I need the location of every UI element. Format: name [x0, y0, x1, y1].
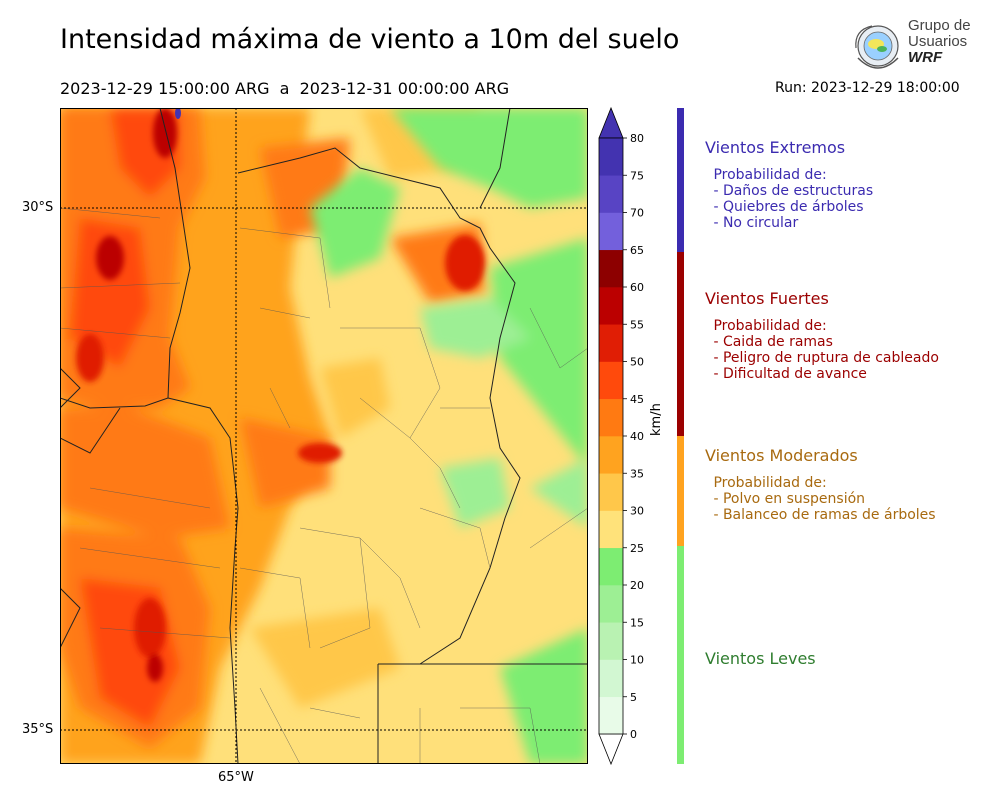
colorbar-tick-label: 45	[630, 393, 644, 406]
colorbar-band	[599, 436, 623, 474]
wind-map	[60, 108, 588, 764]
colorbar-tick-label: 60	[630, 281, 644, 294]
colorbar-band	[599, 473, 623, 511]
run-label: Run: 2023-12-29 18:00:00	[775, 80, 960, 96]
category-title: Vientos Extremos	[705, 138, 846, 157]
colorbar-band	[599, 696, 623, 735]
page-title: Intensidad máxima de viento a 10m del su…	[60, 24, 680, 55]
province-boundaries	[60, 108, 588, 764]
colorbar-tick-label: 15	[630, 616, 644, 629]
colorbar-band	[599, 622, 623, 660]
category-description: Probabilidad de: - Caida de ramas - Peli…	[713, 318, 939, 382]
colorbar-band	[599, 212, 623, 251]
colorbar-band	[599, 659, 623, 698]
category-description: Probabilidad de: - Daños de estructuras …	[713, 167, 874, 231]
colorbar-tick-label: 80	[630, 132, 644, 145]
department-boundaries	[60, 207, 588, 764]
colorbar-tick-label: 30	[630, 505, 644, 518]
logo-line-1: Grupo de	[908, 17, 971, 34]
strong-wind-zones	[60, 108, 485, 748]
colorbar-tick-label: 0	[630, 728, 637, 741]
category-moderate: Vientos Moderados Probabilidad de: - Pol…	[705, 446, 995, 523]
colorbar-tick-label: 25	[630, 542, 644, 555]
category-title: Vientos Moderados	[705, 446, 858, 465]
colorbar-band	[599, 175, 623, 213]
colorbar-tick-label: 50	[630, 356, 644, 369]
lon-label-65w: 65°W	[218, 770, 254, 785]
colorbar-extend-low	[598, 733, 624, 766]
logo-text: Grupo de Usuarios WRF	[908, 18, 971, 66]
lat-label-35s: 35°S	[22, 722, 54, 737]
wrf-logo	[855, 25, 899, 69]
period-label: 2023-12-29 15:00:00 ARG a 2023-12-31 00:…	[60, 79, 510, 98]
category-title: Vientos Leves	[705, 649, 816, 668]
colorbar-band	[599, 547, 623, 586]
logo-line-2: Usuarios	[908, 33, 968, 50]
globe-icon	[855, 25, 899, 69]
extreme-peak	[175, 108, 181, 119]
colorbar-tick-label: 55	[630, 318, 644, 331]
colorbar-tick-label: 10	[630, 654, 644, 667]
category-bar-light	[677, 546, 684, 764]
colorbar-band	[599, 361, 623, 400]
category-strong: Vientos Fuertes Probabilidad de: - Caida…	[705, 289, 995, 382]
category-bar-moderate	[677, 436, 684, 546]
category-extreme: Vientos Extremos Probabilidad de: - Daño…	[705, 138, 995, 231]
colorbar-tick-label: 5	[630, 691, 637, 704]
colorbar-band	[599, 324, 623, 362]
colorbar-band	[599, 510, 623, 549]
colorbar-band	[599, 287, 623, 325]
map-frame	[60, 108, 588, 764]
category-description: Probabilidad de: - Polvo en suspensión -…	[713, 475, 936, 523]
category-title: Vientos Fuertes	[705, 289, 829, 308]
colorbar-unit: km/h	[649, 403, 664, 436]
colorbar-band	[599, 398, 623, 437]
logo-line-3: WRF	[908, 49, 943, 66]
colorbar-tick-label: 35	[630, 467, 644, 480]
colorbar-tick-label: 65	[630, 244, 644, 257]
colorbar-tick-label: 20	[630, 579, 644, 592]
extreme-spots	[76, 108, 485, 682]
colorbar-tick-label: 40	[630, 430, 644, 443]
colorbar-tick-label: 75	[630, 169, 644, 182]
colorbar-band	[599, 249, 623, 288]
colorbar-band	[599, 138, 623, 176]
colorbar-extend-high	[598, 106, 624, 139]
category-bar-strong	[677, 252, 684, 436]
colorbar-band	[599, 585, 623, 623]
colorbar-tick-label: 70	[630, 207, 644, 220]
category-light: Vientos Leves	[705, 649, 995, 668]
category-bar-extreme	[677, 108, 684, 252]
lat-label-30s: 30°S	[22, 200, 54, 215]
graticule	[60, 108, 588, 764]
colorbar: 0 5 10 15 20 25 30 35 40 45 50 55 60 65 70 75 80	[598, 106, 644, 766]
